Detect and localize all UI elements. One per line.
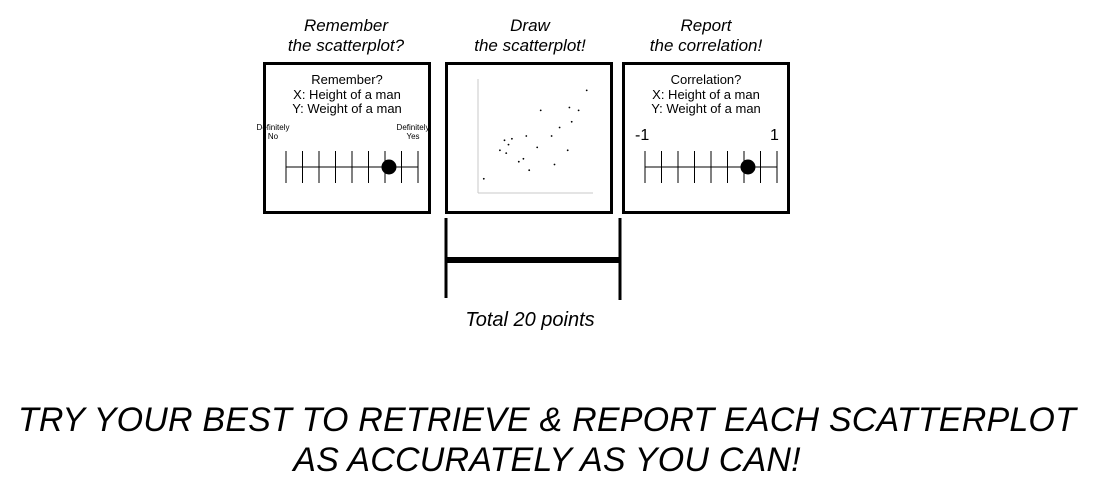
instruction-line2: AS ACCURATELY AS YOU CAN!: [293, 441, 801, 479]
report-y-variable: Y: Weight of a man: [651, 101, 761, 116]
scatter-point: [553, 163, 556, 166]
remember-question: Remember?: [311, 72, 383, 87]
step-title-line2: the correlation!: [649, 36, 763, 55]
definitely-yes-line1: Definitely: [396, 123, 430, 132]
step-title-line2: the scatterplot?: [287, 36, 405, 55]
scatter-point: [525, 135, 528, 137]
scatter-point: [517, 160, 520, 163]
scatter-point: [503, 139, 506, 142]
definitely-yes-line2: Yes: [406, 132, 420, 141]
report-panel: Correlation? X: Height of a man Y: Weigh…: [622, 62, 790, 214]
scatter-point: [507, 143, 510, 146]
scatter-point: [577, 109, 580, 112]
report-prompt: Correlation? X: Height of a man Y: Weigh…: [625, 72, 787, 117]
scatter-point: [566, 149, 569, 152]
definitely-yes-label: Definitely Yes: [393, 123, 433, 141]
scatter-point: [522, 157, 525, 160]
scatter-point: [482, 177, 485, 180]
definitely-no-line2: No: [267, 132, 279, 141]
report-x-variable: X: Height of a man: [652, 86, 760, 102]
scatter-point: [539, 109, 542, 112]
scale-handle: [740, 159, 756, 175]
remember-panel: Remember? X: Height of a man Y: Weight o…: [257, 62, 433, 214]
draw-panel: [445, 62, 613, 214]
scatter-point: [511, 137, 513, 140]
total-points-label: Total 20 points: [465, 309, 595, 331]
instruction-message: TRY YOUR BEST TO RETRIEVE & REPORT EACH …: [0, 400, 1094, 480]
correlation-scale[interactable]: [625, 65, 787, 211]
scatterplot-drawing-canvas[interactable]: [448, 65, 610, 211]
step-title-line1: Report: [680, 16, 732, 35]
instruction-line1: TRY YOUR BEST TO RETRIEVE & REPORT EACH …: [17, 401, 1077, 439]
scatter-point: [536, 146, 539, 149]
definitely-no-label: Definitely No: [253, 123, 293, 141]
scale-max-label: 1: [770, 127, 779, 144]
step-title-draw: Draw the scatterplot!: [440, 16, 620, 56]
step-title-line1: Remember: [303, 16, 389, 35]
remember-y-variable: Y: Weight of a man: [292, 101, 402, 116]
report-question: Correlation?: [670, 72, 742, 87]
scale-handle: [381, 159, 397, 175]
scatter-point: [528, 169, 531, 172]
step-title-report: Report the correlation!: [616, 16, 796, 56]
scatter-point: [568, 106, 571, 109]
step-title-line2: the scatterplot!: [474, 36, 586, 55]
step-title-line1: Draw: [510, 16, 550, 35]
scatter-point: [585, 89, 588, 92]
scatter-point: [570, 120, 573, 123]
remember-x-variable: X: Height of a man: [293, 86, 401, 102]
scatter-point: [499, 149, 501, 152]
step-title-remember: Remember the scatterplot?: [256, 16, 436, 56]
remember-prompt: Remember? X: Height of a man Y: Weight o…: [266, 72, 428, 117]
scatter-point: [558, 126, 561, 129]
scatter-point: [505, 152, 508, 154]
scale-min-label: -1: [635, 127, 650, 144]
memory-confidence-scale[interactable]: [266, 65, 428, 211]
definitely-no-line1: Definitely: [256, 123, 290, 132]
scatter-point: [550, 135, 553, 137]
